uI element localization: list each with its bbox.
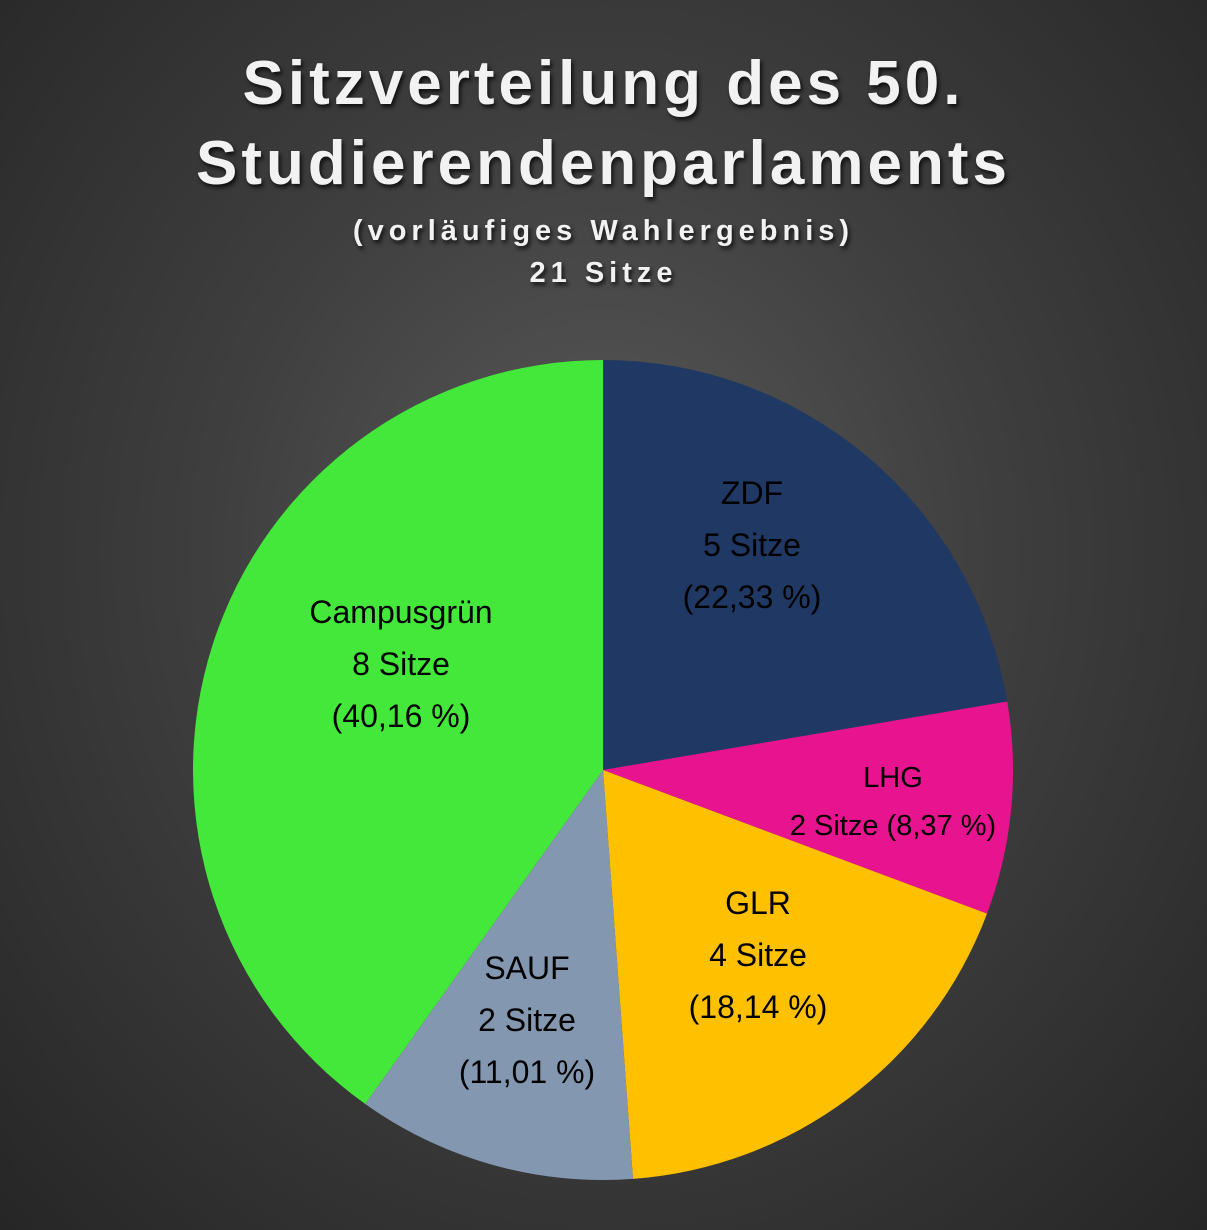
slice-label-sauf: SAUF 2 Sitze (11,01 %): [459, 950, 595, 1090]
slice-label-zdf-line-1: ZDF: [721, 475, 783, 511]
slice-label-sauf-line-2: 2 Sitze: [478, 1002, 576, 1038]
chart-title-line-2: Studierendenparlaments: [196, 129, 1011, 198]
pie-slice-campusgr-n: [192, 360, 603, 1105]
slice-label-campusgr-n-line-1: Campusgrün: [309, 594, 492, 630]
slice-label-lhg: LHG 2 Sitze (8,37 %): [790, 762, 996, 842]
chart-subtitle-line-2: 21 Sitze: [529, 257, 678, 289]
pie-slice-glr: [603, 770, 988, 1179]
slice-label-glr-line-1: GLR: [725, 885, 791, 921]
slice-label-sauf-line-3: (11,01 %): [459, 1054, 595, 1090]
chart-title-block: Sitzverteilung des 50. Studierendenparla…: [0, 44, 1207, 294]
slice-label-campusgr-n: Campusgrün 8 Sitze (40,16 %): [309, 594, 492, 734]
slice-label-zdf-line-2: 5 Sitze: [703, 527, 801, 563]
slice-label-zdf: ZDF 5 Sitze (22,33 %): [683, 475, 822, 615]
chart-title-line-1: Sitzverteilung des 50.: [242, 49, 965, 118]
pie-slice-zdf: [603, 360, 1008, 770]
slice-label-glr-line-3: (18,14 %): [689, 989, 828, 1025]
slice-label-campusgr-n-line-2: 8 Sitze: [352, 646, 450, 682]
chart-subtitle-line-1: (vorläufiges Wahlergebnis): [352, 215, 855, 247]
slice-label-glr-line-2: 4 Sitze: [709, 937, 807, 973]
slice-label-lhg-line-2: 2 Sitze (8,37 %): [790, 810, 996, 842]
slice-label-sauf-line-1: SAUF: [484, 950, 569, 986]
slice-label-lhg-line-1: LHG: [863, 762, 923, 794]
pie-slice-lhg: [603, 701, 1013, 914]
slice-label-zdf-line-3: (22,33 %): [683, 579, 822, 615]
slice-label-glr: GLR 4 Sitze (18,14 %): [689, 885, 828, 1025]
slice-label-campusgr-n-line-3: (40,16 %): [332, 698, 471, 734]
pie-slice-sauf: [365, 770, 633, 1181]
